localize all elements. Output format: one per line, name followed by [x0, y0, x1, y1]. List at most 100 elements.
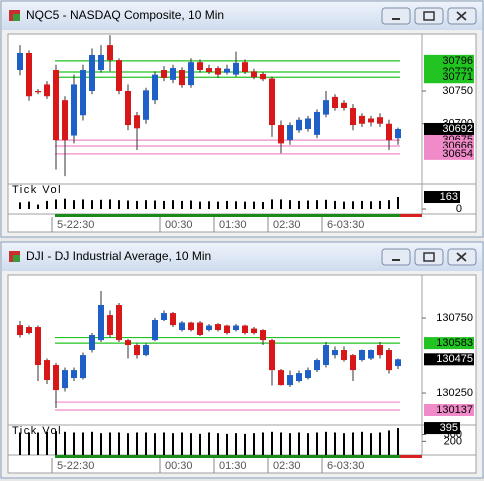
restore-button[interactable]	[414, 248, 444, 266]
volume-last-label: 395	[440, 422, 458, 434]
volume-bar	[271, 199, 273, 209]
restore-button[interactable]	[414, 7, 444, 25]
candle-body	[188, 62, 194, 86]
candle-body	[62, 370, 68, 389]
volume-bar	[37, 204, 39, 209]
candle-body	[89, 335, 95, 350]
minimize-button[interactable]	[381, 248, 411, 266]
x-tick-label: 01:30	[219, 219, 247, 231]
volume-bar	[343, 433, 345, 455]
candle-body	[296, 119, 302, 131]
close-glyph	[456, 11, 467, 21]
x-tick-label: 5-22:30	[57, 460, 94, 472]
candle-body	[278, 370, 284, 386]
candle-body	[161, 70, 167, 78]
candle-body	[233, 62, 239, 75]
candle-body	[314, 111, 320, 135]
volume-bar	[208, 201, 210, 209]
volume-bar	[262, 202, 264, 209]
level-label-bg	[424, 337, 474, 350]
volume-bar	[343, 201, 345, 209]
volume-label: Tick Vol	[12, 425, 62, 437]
volume-bar	[235, 201, 237, 209]
volume-bar	[73, 200, 75, 209]
volume-label: Tick Vol	[12, 184, 62, 196]
volume-bar	[91, 200, 93, 209]
volume-last-bg	[424, 422, 460, 435]
volume-bar	[190, 200, 192, 209]
candle-body	[332, 350, 338, 356]
volume-bar	[172, 433, 174, 455]
candle-body	[71, 370, 77, 379]
restore-glyph	[423, 252, 435, 262]
x-tick-label: 6-03:30	[327, 460, 364, 472]
volume-bar	[388, 200, 390, 209]
volume-bar	[298, 200, 300, 209]
candle-body	[323, 345, 329, 365]
volume-last-bg	[424, 191, 460, 204]
candle-body	[206, 68, 212, 72]
volume-bar	[370, 433, 372, 455]
min-glyph	[392, 18, 400, 20]
candle-body	[350, 108, 356, 126]
candle-body	[107, 45, 113, 61]
volume-bar	[154, 433, 156, 455]
volume-bar	[271, 431, 273, 455]
volume-bar	[190, 433, 192, 455]
volume-bar	[298, 432, 300, 455]
candle-body	[17, 52, 23, 71]
x-tick-label: 02:30	[273, 460, 301, 472]
candle-body	[44, 84, 50, 97]
candle-body	[305, 370, 311, 379]
candle-body	[134, 115, 140, 129]
volume-bar	[145, 200, 147, 209]
volume-bar	[172, 200, 174, 209]
volume-bar	[64, 198, 66, 209]
volume-bar	[226, 433, 228, 455]
volume-bar	[307, 433, 309, 455]
volume-bar	[397, 197, 399, 209]
x-tick-label: 00:30	[165, 219, 193, 231]
volume-bar	[253, 201, 255, 209]
candle-body	[71, 84, 77, 136]
restore-glyph	[423, 11, 435, 21]
level-label: 130137	[436, 404, 473, 416]
volume-bar	[379, 200, 381, 209]
candle-body	[62, 100, 68, 141]
candle-body	[143, 90, 149, 120]
volume-bar	[37, 432, 39, 455]
volume-bar	[46, 431, 48, 455]
volume-bar	[253, 433, 255, 455]
volume-bar	[19, 432, 21, 455]
volume-bar	[28, 201, 30, 209]
candle-body	[224, 325, 230, 334]
volume-bar	[127, 433, 129, 455]
candle-body	[323, 100, 329, 115]
candle-body	[395, 128, 401, 139]
minimize-button[interactable]	[381, 7, 411, 25]
candle-body	[53, 365, 59, 391]
volume-bar	[19, 202, 21, 209]
min-glyph	[392, 259, 400, 261]
candle-body	[179, 322, 185, 331]
candle-body	[179, 70, 185, 86]
volume-bar	[73, 432, 75, 455]
candle-body	[386, 350, 392, 371]
volume-bar	[118, 200, 120, 209]
volume-bar	[334, 432, 336, 455]
volume-bar	[289, 200, 291, 209]
last-price-label: 130475	[436, 353, 473, 365]
volume-bar	[244, 201, 246, 209]
candle-body	[287, 125, 293, 141]
volume-bar	[235, 433, 237, 455]
volume-bar	[109, 432, 111, 455]
volume-bar	[181, 200, 183, 209]
candle-body	[170, 313, 176, 326]
volume-bar	[379, 432, 381, 455]
volume-bar	[145, 432, 147, 455]
session-bar	[400, 455, 422, 458]
candle-body	[233, 325, 239, 331]
candle-body	[278, 125, 284, 144]
volume-bar	[352, 201, 354, 209]
volume-bar	[361, 431, 363, 455]
